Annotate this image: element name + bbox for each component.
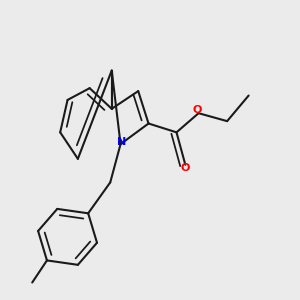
Text: N: N	[117, 137, 127, 147]
Text: O: O	[181, 163, 190, 173]
Text: O: O	[192, 105, 202, 115]
